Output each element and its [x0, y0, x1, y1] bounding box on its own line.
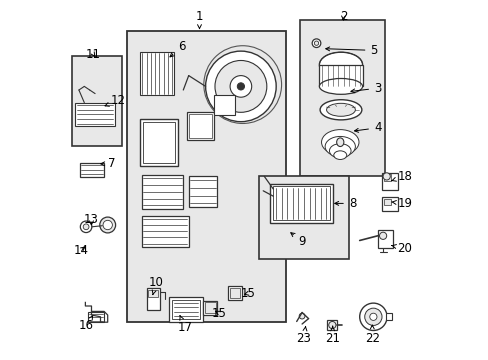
Text: 15: 15: [211, 307, 226, 320]
Bar: [146, 288, 160, 310]
Text: 20: 20: [391, 242, 411, 255]
Text: 4: 4: [354, 121, 381, 134]
Bar: [204, 302, 215, 313]
Bar: [88, 312, 104, 322]
Bar: [142, 216, 188, 247]
Bar: [382, 197, 397, 211]
Circle shape: [382, 173, 389, 180]
Text: 17: 17: [177, 316, 192, 334]
Bar: [80, 163, 104, 177]
Text: 16: 16: [79, 316, 93, 332]
Circle shape: [80, 221, 92, 233]
Bar: [142, 175, 183, 209]
Text: 18: 18: [391, 170, 411, 183]
Ellipse shape: [321, 130, 358, 155]
Bar: [188, 176, 217, 207]
Text: 7: 7: [101, 157, 115, 170]
Bar: [140, 119, 178, 166]
Circle shape: [369, 313, 376, 320]
Text: 11: 11: [85, 48, 101, 60]
Ellipse shape: [329, 144, 350, 158]
Bar: [383, 199, 390, 205]
Text: 19: 19: [391, 197, 411, 210]
Bar: [171, 300, 200, 319]
Circle shape: [314, 41, 318, 45]
Bar: [142, 122, 175, 163]
Circle shape: [215, 60, 266, 112]
Bar: [319, 65, 362, 86]
Circle shape: [328, 321, 335, 329]
Text: 22: 22: [364, 325, 379, 345]
Bar: [269, 184, 332, 223]
Text: 6: 6: [170, 40, 185, 57]
Bar: [186, 112, 213, 140]
Circle shape: [103, 220, 112, 230]
Bar: [385, 313, 391, 320]
Ellipse shape: [325, 136, 355, 157]
Text: 9: 9: [290, 233, 305, 248]
Circle shape: [230, 76, 251, 97]
Bar: [75, 103, 115, 126]
Bar: [272, 186, 329, 220]
Circle shape: [311, 39, 320, 48]
Text: 12: 12: [105, 94, 126, 107]
Ellipse shape: [320, 100, 361, 120]
Bar: [72, 56, 122, 146]
Bar: [326, 320, 337, 330]
Circle shape: [83, 224, 89, 230]
Circle shape: [379, 232, 386, 239]
Bar: [127, 31, 285, 322]
Circle shape: [299, 313, 305, 319]
Ellipse shape: [333, 151, 346, 159]
Circle shape: [359, 303, 386, 330]
Text: 21: 21: [325, 326, 340, 345]
Text: 15: 15: [240, 287, 255, 300]
Bar: [148, 290, 158, 297]
Ellipse shape: [319, 78, 362, 94]
Circle shape: [205, 51, 276, 122]
Text: 8: 8: [334, 197, 355, 210]
Bar: [203, 301, 217, 315]
Bar: [258, 176, 348, 259]
Circle shape: [237, 83, 244, 90]
Bar: [377, 230, 392, 248]
Text: 14: 14: [73, 244, 88, 257]
Text: 1: 1: [195, 10, 203, 29]
Bar: [228, 286, 242, 300]
Bar: [300, 20, 384, 176]
Bar: [382, 173, 397, 190]
Text: 3: 3: [350, 82, 381, 95]
Circle shape: [364, 308, 381, 325]
Text: 5: 5: [325, 44, 377, 57]
Text: 13: 13: [84, 213, 99, 226]
Ellipse shape: [326, 103, 355, 116]
Bar: [189, 114, 211, 138]
Bar: [383, 174, 390, 181]
Bar: [230, 288, 240, 298]
Circle shape: [100, 217, 115, 233]
Bar: [140, 52, 174, 95]
Text: 23: 23: [296, 326, 311, 345]
Bar: [213, 95, 235, 115]
Ellipse shape: [336, 138, 343, 147]
Ellipse shape: [319, 52, 362, 77]
Bar: [168, 297, 203, 322]
Text: 10: 10: [148, 276, 163, 294]
Text: 2: 2: [339, 10, 346, 23]
